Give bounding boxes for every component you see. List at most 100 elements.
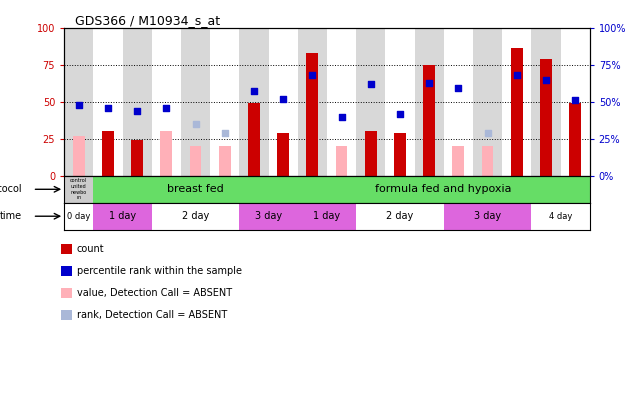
- Bar: [356, 203, 444, 230]
- Text: control
united
newbo
rn: control united newbo rn: [70, 178, 87, 200]
- Point: [453, 85, 463, 91]
- Bar: [415, 28, 444, 176]
- Bar: [569, 103, 581, 176]
- Text: percentile rank within the sample: percentile rank within the sample: [77, 266, 242, 276]
- Bar: [239, 176, 269, 203]
- Bar: [473, 28, 502, 176]
- Bar: [64, 28, 94, 176]
- Bar: [94, 176, 297, 203]
- Text: 2 day: 2 day: [182, 211, 209, 221]
- Bar: [453, 146, 464, 176]
- Point: [190, 121, 201, 127]
- Bar: [560, 28, 590, 176]
- Bar: [481, 146, 494, 176]
- Bar: [102, 131, 113, 176]
- Bar: [423, 65, 435, 176]
- Point: [103, 105, 113, 111]
- Bar: [365, 131, 376, 176]
- Bar: [297, 176, 327, 203]
- Bar: [73, 136, 85, 176]
- Bar: [444, 176, 473, 203]
- Bar: [531, 28, 560, 176]
- Text: 3 day: 3 day: [474, 211, 501, 221]
- Bar: [356, 176, 385, 203]
- Bar: [444, 28, 473, 176]
- Bar: [152, 28, 181, 176]
- Point: [424, 79, 434, 86]
- Bar: [94, 176, 122, 203]
- Text: 1 day: 1 day: [313, 211, 340, 221]
- Bar: [306, 53, 318, 176]
- Bar: [473, 176, 502, 203]
- Bar: [502, 176, 531, 203]
- Point: [278, 96, 288, 102]
- Bar: [297, 176, 590, 203]
- Bar: [210, 176, 239, 203]
- Text: formula fed and hypoxia: formula fed and hypoxia: [376, 184, 512, 194]
- Bar: [385, 176, 415, 203]
- Point: [161, 105, 171, 111]
- Bar: [444, 203, 531, 230]
- Text: rank, Detection Call = ABSENT: rank, Detection Call = ABSENT: [77, 310, 227, 320]
- Text: 2 day: 2 day: [387, 211, 413, 221]
- Text: value, Detection Call = ABSENT: value, Detection Call = ABSENT: [77, 288, 232, 298]
- Bar: [181, 176, 210, 203]
- Bar: [560, 176, 590, 203]
- Bar: [269, 176, 297, 203]
- Bar: [152, 203, 239, 230]
- Bar: [219, 146, 231, 176]
- Point: [337, 113, 347, 120]
- Bar: [64, 176, 94, 203]
- Text: 1 day: 1 day: [109, 211, 136, 221]
- Point: [74, 101, 84, 108]
- Bar: [327, 176, 356, 203]
- Text: 3 day: 3 day: [255, 211, 282, 221]
- Bar: [64, 176, 94, 203]
- Point: [220, 130, 230, 136]
- Bar: [131, 140, 143, 176]
- Bar: [190, 146, 201, 176]
- Bar: [278, 133, 289, 176]
- Bar: [297, 203, 356, 230]
- Bar: [160, 131, 172, 176]
- Bar: [94, 203, 152, 230]
- Bar: [181, 28, 210, 176]
- Point: [570, 97, 580, 103]
- Bar: [540, 59, 552, 176]
- Bar: [94, 28, 122, 176]
- Bar: [248, 103, 260, 176]
- Bar: [336, 146, 347, 176]
- Bar: [239, 203, 297, 230]
- Bar: [210, 28, 239, 176]
- Bar: [122, 176, 152, 203]
- Bar: [152, 176, 181, 203]
- Point: [395, 110, 405, 117]
- Bar: [64, 203, 94, 230]
- Text: count: count: [77, 244, 104, 255]
- Text: 0 day: 0 day: [67, 212, 90, 221]
- Text: time: time: [0, 211, 22, 221]
- Bar: [356, 28, 385, 176]
- Point: [132, 107, 142, 114]
- Bar: [327, 28, 356, 176]
- Bar: [297, 28, 327, 176]
- Point: [483, 130, 493, 136]
- Bar: [531, 176, 560, 203]
- Bar: [415, 176, 444, 203]
- Point: [512, 72, 522, 78]
- Bar: [239, 28, 269, 176]
- Point: [365, 81, 376, 87]
- Bar: [502, 28, 531, 176]
- Bar: [531, 203, 590, 230]
- Bar: [385, 28, 415, 176]
- Text: protocol: protocol: [0, 184, 22, 194]
- Point: [249, 88, 259, 95]
- Text: GDS366 / M10934_s_at: GDS366 / M10934_s_at: [74, 13, 220, 27]
- Bar: [122, 28, 152, 176]
- Text: breast fed: breast fed: [167, 184, 224, 194]
- Point: [307, 72, 317, 78]
- Text: 4 day: 4 day: [549, 212, 572, 221]
- Point: [541, 76, 551, 83]
- Bar: [269, 28, 297, 176]
- Bar: [394, 133, 406, 176]
